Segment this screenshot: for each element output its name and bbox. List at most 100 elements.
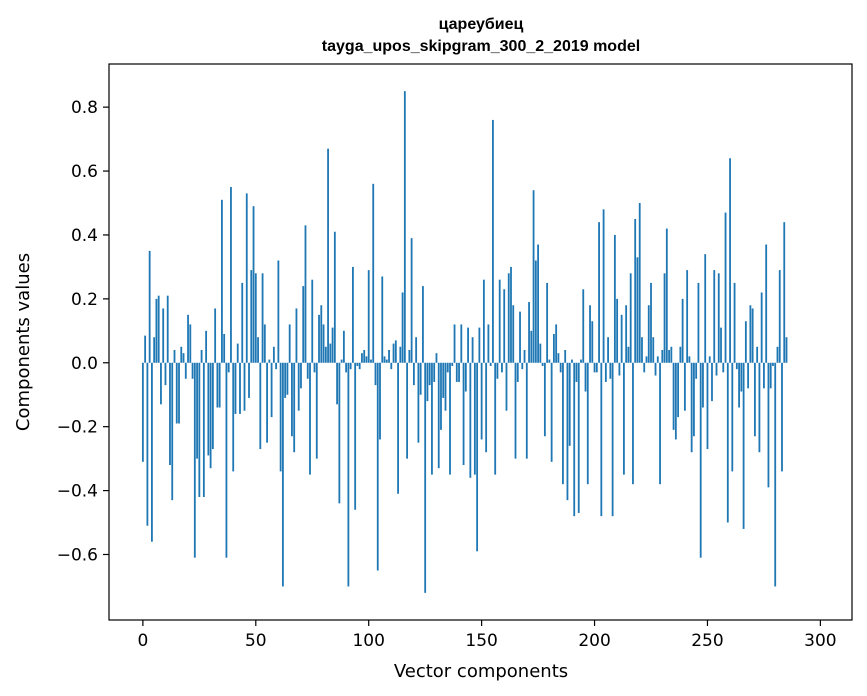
bar <box>568 362 571 446</box>
bar <box>584 362 587 392</box>
bar <box>462 362 465 466</box>
bar <box>756 346 759 363</box>
bar <box>482 279 485 363</box>
bar <box>275 362 278 370</box>
bar <box>758 362 761 453</box>
bar <box>254 273 257 363</box>
bar <box>492 119 494 363</box>
bar <box>331 327 334 363</box>
bar <box>422 286 424 363</box>
bar <box>218 362 221 408</box>
bar <box>735 362 738 370</box>
bar <box>604 362 607 382</box>
bar <box>724 212 727 363</box>
bar <box>652 337 655 363</box>
bar <box>376 362 379 571</box>
bar <box>318 314 320 363</box>
bar <box>248 362 250 398</box>
bar <box>315 362 318 459</box>
bar <box>171 362 174 501</box>
bar <box>232 362 235 472</box>
bar <box>532 190 535 363</box>
bar <box>593 362 596 373</box>
bar <box>501 362 503 373</box>
bar <box>595 362 598 373</box>
bar <box>634 218 637 363</box>
bar <box>284 362 287 398</box>
bar <box>166 295 169 363</box>
bar <box>401 292 404 363</box>
bar <box>697 282 700 363</box>
chart-title-line-2: tayga_upos_skipgram_300_2_2019 model <box>322 38 640 55</box>
bar <box>607 337 609 363</box>
bar <box>322 324 325 363</box>
bar <box>785 337 788 363</box>
bar <box>302 286 305 363</box>
bar <box>661 349 664 363</box>
bar <box>546 282 549 363</box>
y-tick-label: 0.8 <box>71 98 98 118</box>
bar <box>467 327 469 363</box>
y-tick-label: 0.4 <box>71 226 98 246</box>
bar <box>505 362 508 411</box>
bar <box>182 353 185 363</box>
bar <box>205 330 208 363</box>
bar <box>498 279 501 363</box>
bar <box>543 362 546 437</box>
bar <box>268 359 271 363</box>
bar <box>426 362 429 402</box>
bar <box>627 346 630 363</box>
bar <box>342 330 345 363</box>
bar <box>740 362 743 392</box>
bar <box>286 362 289 395</box>
plot-frame <box>108 63 853 621</box>
bar <box>591 321 594 363</box>
bar <box>406 362 409 459</box>
bar <box>412 362 415 386</box>
x-tick-label: 200 <box>578 631 610 651</box>
bar <box>537 244 539 363</box>
bar <box>356 362 359 366</box>
bar <box>252 206 255 363</box>
bar <box>250 270 253 363</box>
bar <box>589 305 591 363</box>
bar <box>424 362 427 593</box>
bar <box>295 308 298 363</box>
bar <box>394 340 397 363</box>
bar <box>333 231 336 363</box>
bar <box>259 362 262 450</box>
bar <box>636 257 639 363</box>
bar <box>306 362 309 379</box>
bar <box>781 362 783 472</box>
bar <box>559 362 562 373</box>
bar <box>485 362 488 453</box>
bar <box>455 362 458 382</box>
bar <box>677 362 680 418</box>
bar <box>679 346 682 363</box>
bar <box>324 346 327 363</box>
bar <box>704 254 707 363</box>
bar <box>446 362 449 373</box>
bar <box>577 362 580 513</box>
bar <box>207 362 210 456</box>
bar <box>272 346 275 363</box>
bar <box>571 359 573 363</box>
bar <box>480 362 483 440</box>
y-tick-label: −0.4 <box>57 482 98 502</box>
bar <box>309 362 311 475</box>
bar <box>281 362 284 587</box>
bar <box>261 273 264 363</box>
bar <box>693 362 695 437</box>
bar <box>293 362 296 453</box>
bar <box>562 362 564 485</box>
bar <box>365 356 368 363</box>
bar <box>433 362 436 382</box>
bar <box>300 362 302 389</box>
bar <box>370 359 372 363</box>
bar <box>767 362 770 488</box>
bar <box>221 199 223 363</box>
bar <box>453 324 456 363</box>
bar <box>688 356 691 363</box>
bar <box>243 362 246 411</box>
